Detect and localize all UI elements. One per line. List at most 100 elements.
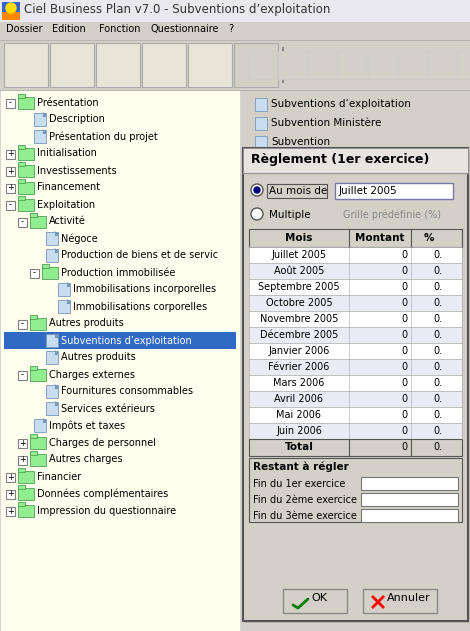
Bar: [6, 507, 15, 516]
Text: Grille prédéfinie (%): Grille prédéfinie (%): [343, 210, 441, 220]
Text: +: +: [19, 439, 26, 447]
Bar: [249, 407, 462, 423]
Bar: [428, 51, 456, 79]
Bar: [46, 401, 58, 415]
Bar: [234, 43, 278, 87]
Bar: [18, 485, 25, 488]
Text: Description: Description: [49, 114, 105, 124]
Bar: [55, 232, 58, 235]
Text: Dossier: Dossier: [6, 24, 42, 34]
Bar: [50, 43, 94, 87]
Text: -: -: [21, 218, 24, 227]
Text: Multiple: Multiple: [269, 210, 311, 220]
Text: Initialisation: Initialisation: [37, 148, 97, 158]
Bar: [420, 51, 448, 79]
Bar: [0, 0, 470, 22]
Bar: [30, 317, 46, 329]
Text: 0.: 0.: [434, 410, 443, 420]
Text: Immobilisations incorporelles: Immobilisations incorporelles: [73, 285, 216, 295]
Bar: [6, 167, 15, 175]
Text: Activité: Activité: [49, 216, 86, 227]
Bar: [249, 229, 462, 247]
Text: Négoce: Négoce: [61, 233, 98, 244]
Bar: [46, 334, 58, 346]
Bar: [249, 439, 462, 456]
Bar: [18, 502, 25, 505]
Text: Fonction: Fonction: [99, 24, 141, 34]
Bar: [18, 199, 34, 211]
Bar: [30, 369, 46, 380]
Bar: [55, 334, 58, 338]
Bar: [67, 283, 70, 286]
Bar: [18, 456, 27, 464]
Text: Autres produits: Autres produits: [49, 319, 124, 329]
Text: Montant: Montant: [355, 233, 405, 243]
Text: Immobilisations corporelles: Immobilisations corporelles: [73, 302, 207, 312]
Bar: [308, 51, 336, 79]
Bar: [58, 283, 70, 295]
Text: 0.: 0.: [434, 362, 443, 372]
Bar: [338, 51, 366, 79]
Bar: [30, 433, 37, 437]
Bar: [42, 266, 58, 278]
Bar: [361, 477, 458, 490]
Text: Production immobilisée: Production immobilisée: [61, 268, 175, 278]
Bar: [390, 51, 418, 79]
Bar: [249, 279, 462, 295]
Text: +: +: [19, 456, 26, 464]
Text: 0: 0: [401, 346, 407, 356]
Bar: [30, 269, 39, 278]
Bar: [4, 43, 48, 87]
Bar: [18, 196, 25, 199]
Text: 0.: 0.: [434, 426, 443, 436]
Text: 0: 0: [401, 330, 407, 340]
Bar: [46, 350, 58, 363]
Bar: [18, 218, 27, 227]
Bar: [240, 90, 470, 631]
Bar: [43, 129, 46, 134]
Text: Fin du 1er exercice: Fin du 1er exercice: [253, 479, 345, 489]
Bar: [46, 249, 58, 261]
Bar: [43, 418, 46, 423]
Circle shape: [251, 208, 263, 220]
Bar: [18, 439, 27, 447]
Bar: [249, 359, 462, 375]
Bar: [6, 98, 15, 107]
Bar: [18, 488, 34, 500]
Text: Questionnaire: Questionnaire: [150, 24, 219, 34]
Bar: [361, 493, 458, 506]
Text: 0: 0: [401, 362, 407, 372]
Text: +: +: [7, 150, 14, 158]
Bar: [249, 343, 462, 359]
Text: -: -: [9, 98, 12, 107]
Text: Fournitures consommables: Fournitures consommables: [61, 387, 193, 396]
Bar: [249, 311, 462, 327]
Text: 0: 0: [401, 426, 407, 436]
Text: -: -: [21, 319, 24, 329]
Bar: [330, 51, 358, 79]
Text: Charges externes: Charges externes: [49, 370, 135, 379]
Bar: [249, 458, 462, 522]
Bar: [4, 332, 236, 349]
Text: 0: 0: [401, 394, 407, 404]
Bar: [30, 454, 46, 466]
Bar: [248, 51, 276, 79]
Text: 0: 0: [401, 410, 407, 420]
Text: Février 2006: Février 2006: [268, 362, 329, 372]
Bar: [360, 51, 388, 79]
Text: Présentation du projet: Présentation du projet: [49, 131, 158, 142]
Bar: [398, 51, 426, 79]
Bar: [18, 162, 25, 165]
Text: +: +: [7, 507, 14, 516]
Text: Avril 2006: Avril 2006: [274, 394, 323, 404]
Bar: [2, 2, 20, 20]
Bar: [96, 43, 140, 87]
Bar: [30, 314, 37, 319]
Bar: [18, 182, 34, 194]
Bar: [300, 51, 328, 79]
Text: Mai 2006: Mai 2006: [276, 410, 321, 420]
Text: Juillet 2005: Juillet 2005: [272, 250, 327, 260]
Bar: [30, 437, 46, 449]
Text: %: %: [424, 233, 434, 243]
Text: +: +: [7, 473, 14, 481]
